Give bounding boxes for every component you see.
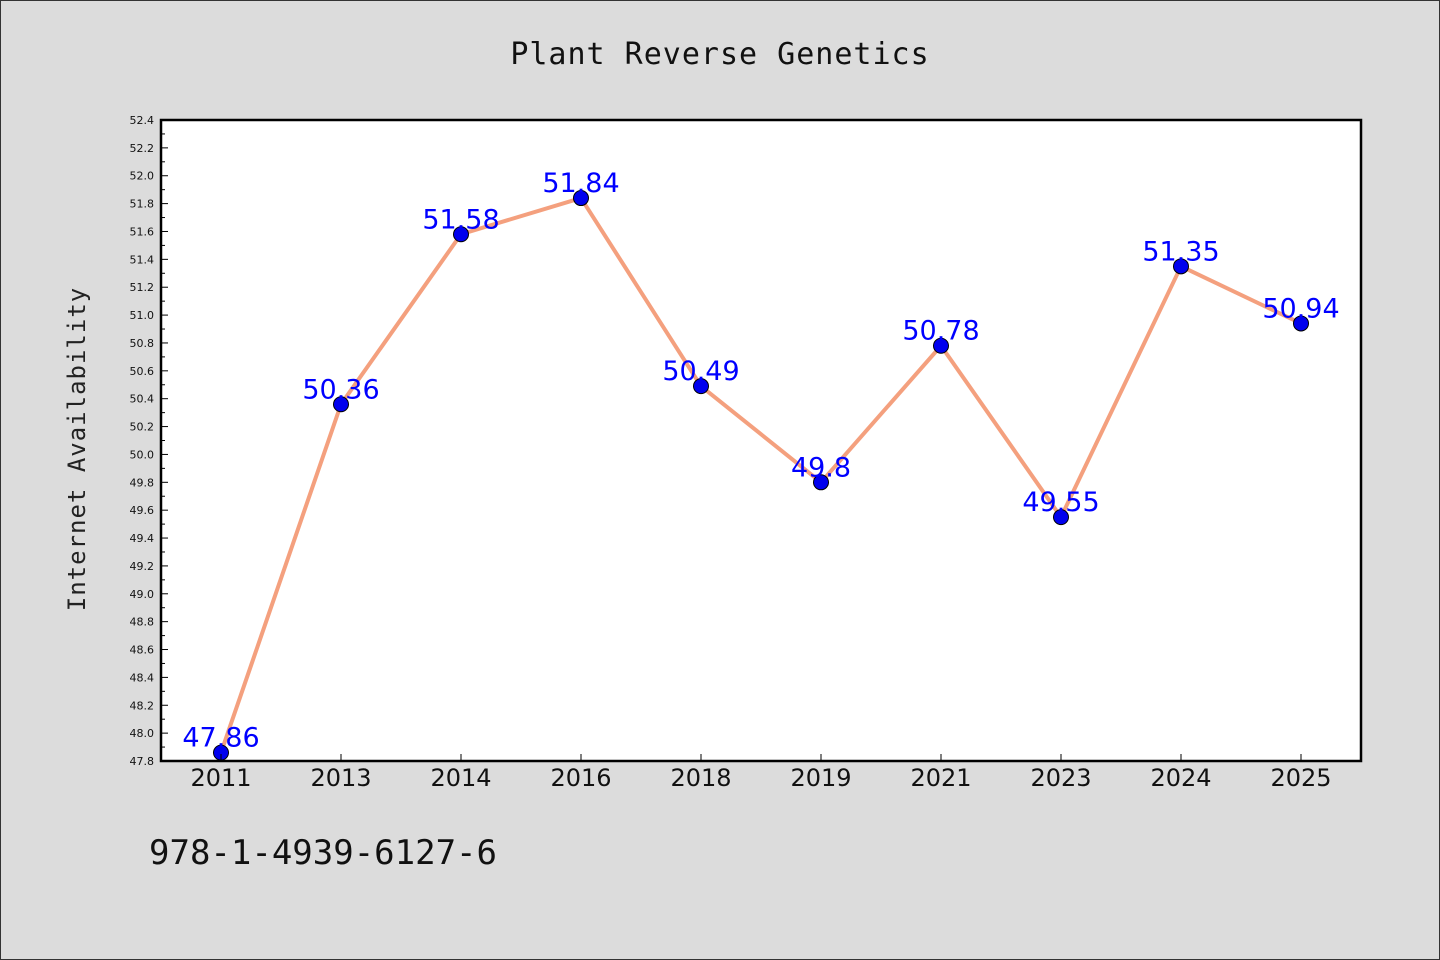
y-tick-label: 51.6: [130, 225, 155, 238]
data-label: 50.36: [302, 374, 379, 405]
x-tick-label: 2014: [430, 764, 491, 792]
data-point: [1293, 315, 1309, 332]
x-tick-label: 2013: [310, 764, 371, 792]
data-point: [1173, 258, 1189, 275]
data-label: 51.35: [1142, 236, 1219, 267]
y-tick-label: 51.0: [130, 309, 155, 322]
x-tick-label: 2011: [190, 764, 251, 792]
data-point: [453, 226, 469, 243]
y-tick-label: 50.6: [130, 365, 155, 378]
x-tick-label: 2021: [910, 764, 971, 792]
chart-marks: 47.86 50.36 51.58 51.84 50.49 49.8 50.78 49.55 5…: [182, 168, 1340, 761]
y-tick-label: 51.8: [130, 198, 155, 211]
data-point: [333, 396, 349, 413]
y-tick-label: 51.4: [130, 253, 155, 266]
footer-isbn: 978-1-4939-6127-6: [149, 833, 497, 873]
data-label: 51.58: [422, 204, 499, 235]
y-tick-label: 49.4: [130, 532, 155, 545]
data-label: 51.84: [542, 168, 619, 199]
plot-area: [161, 120, 1361, 761]
x-tick-label: 2016: [550, 764, 611, 792]
y-tick-label: 49.6: [130, 504, 155, 517]
y-tick-label: 50.4: [130, 393, 155, 406]
data-label: 49.8: [791, 452, 851, 483]
y-tick-label: 48.8: [130, 616, 155, 629]
x-tick-label: 2019: [790, 764, 851, 792]
y-tick-label: 47.8: [130, 755, 155, 768]
x-tick-label: 2023: [1030, 764, 1091, 792]
data-point: [933, 337, 949, 354]
y-tick-label: 50.2: [130, 421, 155, 434]
y-tick-label: 51.2: [130, 281, 155, 294]
y-tick-label: 49.8: [130, 476, 155, 489]
data-label: 50.49: [662, 356, 739, 387]
data-label: 50.78: [902, 316, 979, 347]
y-tick-label: 52.2: [130, 142, 155, 155]
data-point: [693, 378, 709, 395]
x-tick-label: 2024: [1150, 764, 1211, 792]
y-tick-label: 48.2: [130, 699, 155, 712]
y-tick-label: 48.6: [130, 644, 155, 657]
data-point: [813, 474, 829, 491]
y-tick-label: 52.4: [130, 114, 155, 127]
y-tick-label: 49.2: [130, 560, 155, 573]
y-tick-label: 48.4: [130, 671, 155, 684]
y-tick-label: 52.0: [130, 170, 155, 183]
chart-title: Plant Reverse Genetics: [510, 37, 929, 72]
y-tick-label: 50.8: [130, 337, 155, 350]
y-tick-label: 48.0: [130, 727, 155, 740]
y-tick-label: 50.0: [130, 448, 155, 461]
x-tick-label: 2018: [670, 764, 731, 792]
data-point: [573, 190, 589, 207]
x-tick-label: 2025: [1270, 764, 1331, 792]
data-point: [1053, 509, 1069, 526]
data-label: 50.94: [1262, 293, 1339, 324]
data-label: 49.55: [1022, 487, 1099, 518]
series-line: [219, 196, 1303, 755]
y-axis-label: Internet Availability: [63, 287, 91, 611]
y-tick-label: 49.0: [130, 588, 155, 601]
data-label: 47.86: [182, 723, 259, 754]
